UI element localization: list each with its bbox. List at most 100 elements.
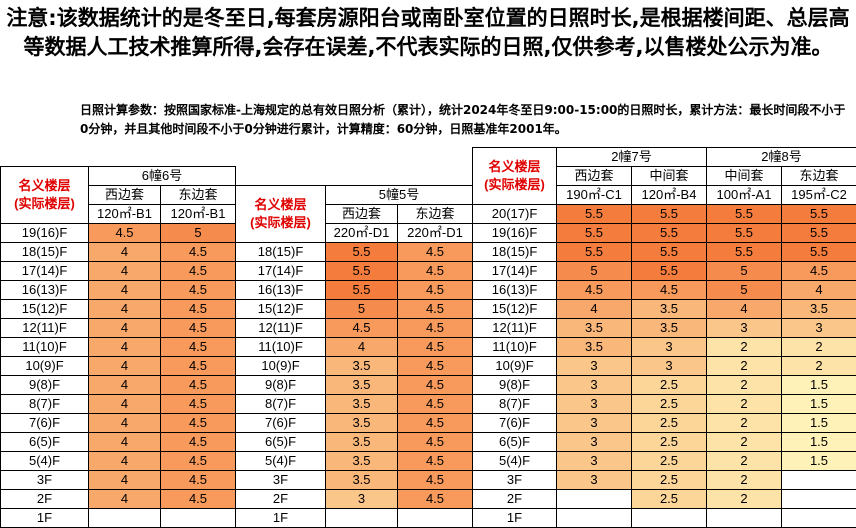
sunlight-hours: 3.5 [325,413,398,433]
sunlight-hours: 3.5 [325,394,398,414]
sunlight-hours: 5.5 [631,261,707,281]
sunlight-hours: 5.5 [781,242,856,262]
floor-header: 名义楼层 (实际楼层) [235,185,326,243]
unit-side: 中间套 [631,166,707,186]
floor-row: 10(9)F 3 3 2 2 [472,356,856,376]
floor-row: 12(11)F 4 4.5 [0,318,236,338]
sunlight-hours: 3 [781,318,856,338]
building-title: 2幢7号 [556,147,707,167]
sunlight-hours: 3 [706,318,782,338]
sunlight-hours: 5.5 [706,223,782,243]
sunlight-hours: 2.5 [631,432,707,452]
empty-cell [781,508,856,528]
sunlight-hours: 4.5 [160,242,236,262]
sunlight-hours: 4.5 [160,375,236,395]
floor-header-text: 名义楼层 [18,178,71,193]
floor-row: 8(7)F 3.5 4.5 [235,394,473,414]
header-row: 120㎡-B1 120㎡-B1 [1,204,236,224]
sunlight-hours: 4.5 [397,318,473,338]
sunlight-hours: 3 [556,394,632,414]
sunlight-hours: 2 [781,337,856,357]
sunlight-hours: 4.5 [397,489,473,509]
floor-row: 12(11)F 4.5 4.5 [235,318,473,338]
floor-row: 15(12)F 4 3.5 4 3.5 [472,299,856,319]
unit-side: 西边套 [556,166,632,186]
sunlight-hours: 5.5 [781,223,856,243]
floor-label: 15(12)F [472,299,557,319]
sunlight-hours: 4.5 [160,299,236,319]
sunlight-hours: 2.5 [631,451,707,471]
empty-cell [397,508,473,528]
unit-type: 220㎡-D1 [397,223,473,243]
floor-label: 8(7)F [235,394,326,414]
sunlight-hours: 4.5 [397,280,473,300]
params: 日照计算参数：按照国家标准-上海规定的总有效日照分析（累计），统计2024年冬至… [80,103,846,136]
sunlight-hours: 2 [706,432,782,452]
sunlight-hours: 2 [781,356,856,376]
data-table: 名义楼层 (实际楼层) 2幢7号 2幢8号 西边套 中间套 中间套 东边套 190㎡-C1 120… [472,147,856,528]
floor-row: 15(12)F 4 4.5 [0,299,236,319]
sunlight-hours: 4.5 [160,261,236,281]
floor-label: 5(4)F [235,451,326,471]
floor-row: 11(10)F 3.5 3 2 2 [472,337,856,357]
floor-label: 20(17)F [472,204,557,224]
floor-label: 2F [235,489,326,509]
floor-header: 名义楼层 (实际楼层) [472,147,557,205]
floor-label: 11(10)F [235,337,326,357]
sunlight-hours: 4.5 [160,280,236,300]
floor-row: 8(7)F 3 2.5 2 1.5 [472,394,856,414]
floor-label: 11(10)F [0,337,89,357]
floor-row: 2F 3 4.5 [235,489,473,509]
floor-label: 12(11)F [235,318,326,338]
sunlight-hours: 2.5 [631,489,707,509]
sunlight-hours: 4.5 [160,394,236,414]
floor-row: 7(6)F 3.5 4.5 [235,413,473,433]
sunlight-hours: 5 [556,261,632,281]
floor-label: 7(6)F [472,413,557,433]
sunlight-hours: 1.5 [781,451,856,471]
sunlight-hours: 3 [556,356,632,376]
floor-row: 3F 4 4.5 [0,470,236,490]
sunlight-hours: 2.5 [631,375,707,395]
floor-label: 3F [235,470,326,490]
floor-label: 3F [0,470,89,490]
sunlight-hours: 4.5 [397,413,473,433]
sunlight-hours: 3.5 [631,318,707,338]
sunlight-hours: 4 [88,413,161,433]
sunlight-hours: 1.5 [781,432,856,452]
header-row: 名义楼层 (实际楼层) 2幢7号 2幢8号 [472,147,856,205]
sunlight-hours: 4 [781,280,856,300]
floor-row: 9(8)F 4 4.5 [0,375,236,395]
floor-header-text: (实际楼层) [484,177,545,192]
floor-row: 15(12)F 5 4.5 [235,299,473,319]
floor-row: 19(16)F 4.5 5 [0,223,236,243]
sunlight-hours: 4 [88,375,161,395]
empty-cell [781,489,856,509]
sunlight-hours: 5.5 [631,204,707,224]
empty-cell [631,508,707,528]
floor-label: 19(16)F [0,223,89,243]
floor-row: 16(13)F 5.5 4.5 [235,280,473,300]
sunlight-hours: 4 [88,337,161,357]
floor-row: 7(6)F 3 2.5 2 1.5 [472,413,856,433]
floor-row: 6(5)F 3.5 4.5 [235,432,473,452]
sunlight-hours: 4.5 [88,223,161,243]
sunlight-hours: 5.5 [325,261,398,281]
empty-cell [160,508,236,528]
sunlight-hours: 4 [706,299,782,319]
sunlight-hours: 5.5 [325,242,398,262]
sunlight-hours: 5 [706,261,782,281]
unit-side: 西边套 [88,185,161,205]
floor-label: 7(6)F [0,413,89,433]
sunlight-hours: 5 [706,280,782,300]
unit-type: 220㎡-D1 [325,223,398,243]
sunlight-hours: 5 [325,299,398,319]
sunlight-hours: 3 [631,337,707,357]
sunlight-hours: 5 [160,223,236,243]
sunlight-hours: 4.5 [556,280,632,300]
floor-row: 17(14)F 4 4.5 [0,261,236,281]
notice: 注意:该数据统计的是冬至日,每套房源阳台或南卧室位置的日照时长,是根据楼间距、总… [6,6,850,59]
sunlight-hours: 2 [706,394,782,414]
building-title: 5幢5号 [325,185,473,205]
data-table: 名义楼层 (实际楼层) 6幢6号 西边套 东边套 120㎡-B1 120㎡-B1 19(16)… [0,166,236,528]
